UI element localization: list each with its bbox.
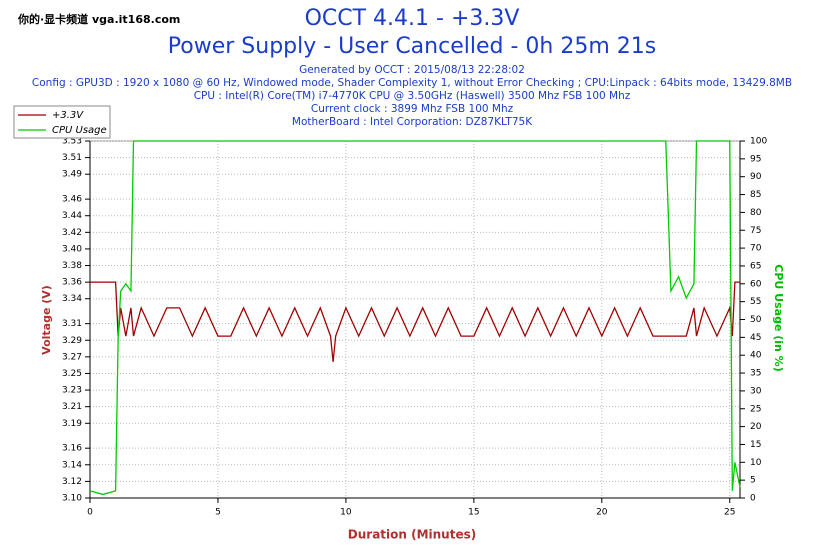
series-line (89, 140, 741, 496)
y-tick-label: 3.42 (62, 228, 82, 238)
y2-tick-label: 50 (750, 315, 762, 325)
info-line: Generated by OCCT : 2015/08/13 22:28:02 (299, 64, 525, 76)
y2-tick-label: 85 (750, 190, 761, 200)
info-line: Config : GPU3D : 1920 x 1080 @ 60 Hz, Wi… (32, 77, 792, 89)
plot-area (89, 140, 741, 499)
y-tick-label: 3.36 (62, 278, 82, 288)
y-tick-label: 3.34 (62, 294, 82, 304)
y2-tick-label: 75 (750, 226, 761, 236)
chart-title: OCCT 4.4.1 - +3.3V (305, 6, 520, 31)
y-tick-label: 3.23 (62, 386, 82, 396)
y2-tick-label: 95 (750, 154, 761, 164)
y-tick-label: 3.27 (62, 352, 82, 362)
y-tick-label: 3.40 (62, 244, 82, 254)
y2-tick-label: 25 (750, 404, 761, 414)
y2-tick-label: 20 (750, 422, 762, 432)
x-tick-label: 15 (468, 508, 479, 518)
y-tick-label: 3.19 (62, 419, 82, 429)
y-axis-label: Voltage (V) (40, 285, 53, 355)
y2-tick-label: 55 (750, 297, 761, 307)
legend-box (13, 105, 111, 139)
y-tick-label: 3.29 (62, 336, 82, 346)
y-tick-label: 3.25 (62, 369, 82, 379)
y-tick-label: 3.10 (62, 494, 82, 504)
y2-tick-label: 100 (750, 137, 767, 147)
y2-tick-label: 80 (750, 208, 762, 218)
x-axis-label: Duration (Minutes) (348, 528, 476, 542)
y2-tick-label: 40 (750, 351, 762, 361)
y-tick-label: 3.44 (62, 211, 82, 221)
y-tick-label: 3.53 (62, 137, 82, 147)
y-tick-label: 3.51 (62, 153, 82, 163)
legend-label: +3.3V (52, 110, 84, 121)
x-tick-label: 0 (87, 508, 93, 518)
y2-tick-label: 45 (750, 333, 761, 343)
y-tick-label: 3.38 (62, 261, 82, 271)
y2-tick-label: 70 (750, 244, 762, 254)
legend-label: CPU Usage (52, 125, 107, 136)
info-line: Current clock : 3899 Mhz FSB 100 Mhz (311, 103, 514, 115)
y-tick-label: 3.46 (62, 195, 82, 205)
info-line: CPU : Intel(R) Core(TM) i7-4770K CPU @ 3… (194, 90, 631, 102)
y2-tick-label: 5 (750, 476, 756, 486)
y-tick-label: 3.16 (62, 444, 82, 454)
y2-tick-label: 60 (750, 279, 762, 289)
chart-subtitle: Power Supply - User Cancelled - 0h 25m 2… (168, 34, 656, 59)
y2-tick-label: 35 (750, 369, 761, 379)
y2-axis-label: CPU Usage (in %) (772, 264, 785, 371)
y-tick-label: 3.14 (62, 460, 82, 470)
y2-tick-label: 15 (750, 440, 761, 450)
y2-tick-label: 0 (750, 494, 756, 504)
y2-tick-label: 90 (750, 172, 762, 182)
x-tick-label: 5 (215, 508, 221, 518)
y-tick-label: 3.31 (62, 319, 82, 329)
watermark: 你的·显卡频道 vga.it168.com (17, 12, 180, 26)
info-line: MotherBoard : Intel Corporation: DZ87KLT… (292, 116, 533, 128)
y2-tick-label: 65 (750, 261, 761, 271)
x-tick-label: 25 (724, 508, 735, 518)
y2-tick-label: 10 (750, 458, 762, 468)
y-tick-label: 3.21 (62, 402, 82, 412)
y-tick-label: 3.12 (62, 477, 82, 487)
y-tick-label: 3.49 (62, 170, 82, 180)
x-tick-label: 10 (340, 508, 352, 518)
series-line (90, 281, 740, 362)
x-tick-label: 20 (596, 508, 608, 518)
y2-tick-label: 30 (750, 386, 762, 396)
